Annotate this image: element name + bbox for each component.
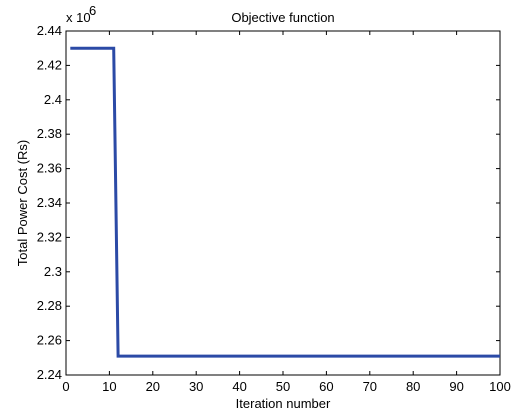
x-axis-ticks: 0 10 20 30 40 50 60 70 80 90 100 [62, 31, 511, 394]
y-tick-label: 2.3 [44, 264, 62, 279]
y-tick-label: 2.28 [37, 298, 62, 313]
y-tick-label: 2.36 [37, 161, 62, 176]
x-tick-label: 40 [232, 379, 246, 394]
y-tick-label: 2.32 [37, 229, 62, 244]
y-axis-ticks: 2.24 2.26 2.28 2.3 2.32 2.34 2.36 2.38 2.4 2.42 2.… [37, 23, 500, 382]
y-tick-label: 2.42 [37, 57, 62, 72]
x-tick-label: 10 [102, 379, 116, 394]
x-tick-label: 30 [189, 379, 203, 394]
x-tick-label: 50 [276, 379, 290, 394]
series-line [70, 46, 500, 358]
plot-frame [65, 30, 501, 376]
x-tick-label: 100 [489, 379, 511, 394]
y-tick-label: 2.26 [37, 333, 62, 348]
y-exponent-base: x 10 [66, 10, 91, 25]
y-tick-label: 2.38 [37, 126, 62, 141]
y-axis-label: Total Power Cost (Rs) [15, 140, 30, 266]
x-tick-label: 20 [146, 379, 160, 394]
y-tick-label: 2.44 [37, 23, 62, 38]
x-tick-label: 90 [449, 379, 463, 394]
y-tick-label: 2.4 [44, 92, 62, 107]
x-tick-label: 0 [62, 379, 69, 394]
x-tick-label: 80 [406, 379, 420, 394]
x-axis-label: Iteration number [236, 396, 331, 411]
y-tick-label: 2.24 [37, 367, 62, 382]
y-exponent-power: 6 [89, 3, 96, 18]
x-tick-label: 70 [363, 379, 377, 394]
y-tick-label: 2.34 [37, 195, 62, 210]
x-tick-label: 60 [319, 379, 333, 394]
chart-title: Objective function [231, 10, 334, 25]
